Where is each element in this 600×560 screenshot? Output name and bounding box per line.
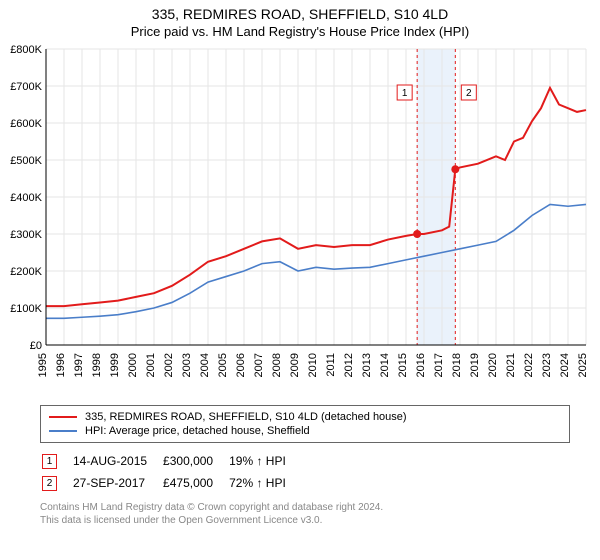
svg-text:2017: 2017	[433, 353, 445, 377]
legend-item: HPI: Average price, detached house, Shef…	[49, 424, 561, 438]
svg-text:£500K: £500K	[10, 155, 42, 167]
legend-swatch	[49, 416, 77, 418]
chart: £0 £100K £200K £300K £400K £500K £600K £700K £80…	[0, 41, 600, 401]
footer-line: Contains HM Land Registry data © Crown c…	[40, 501, 570, 514]
page: 335, REDMIRES ROAD, SHEFFIELD, S10 4LD P…	[0, 0, 600, 527]
event-date: 14-AUG-2015	[73, 451, 161, 471]
chart-svg: £0 £100K £200K £300K £400K £500K £600K £700K £80…	[0, 41, 600, 401]
events-table: 1 14-AUG-2015 £300,000 19% ↑ HPI 2 27-SE…	[40, 449, 302, 495]
svg-text:2002: 2002	[163, 353, 175, 377]
svg-text:2013: 2013	[361, 353, 373, 377]
event-delta: 19% ↑ HPI	[229, 451, 300, 471]
svg-text:2016: 2016	[415, 353, 427, 377]
svg-text:2019: 2019	[469, 353, 481, 377]
event-marker: 1	[42, 454, 57, 469]
legend-swatch	[49, 430, 77, 432]
svg-text:1999: 1999	[109, 353, 121, 377]
svg-text:£300K: £300K	[10, 229, 42, 241]
svg-text:£800K: £800K	[10, 44, 42, 56]
svg-text:2009: 2009	[289, 353, 301, 377]
svg-text:£200K: £200K	[10, 266, 42, 278]
svg-text:1997: 1997	[73, 353, 85, 377]
svg-text:2015: 2015	[397, 353, 409, 377]
svg-text:£600K: £600K	[10, 118, 42, 130]
event-date: 27-SEP-2017	[73, 473, 161, 493]
svg-text:2025: 2025	[577, 353, 589, 377]
svg-text:1: 1	[402, 88, 408, 99]
legend-label: HPI: Average price, detached house, Shef…	[85, 425, 310, 437]
title-address: 335, REDMIRES ROAD, SHEFFIELD, S10 4LD	[0, 6, 600, 22]
svg-text:2006: 2006	[235, 353, 247, 377]
svg-text:2010: 2010	[307, 353, 319, 377]
svg-text:2007: 2007	[253, 353, 265, 377]
title-subtitle: Price paid vs. HM Land Registry's House …	[0, 24, 600, 39]
svg-text:2003: 2003	[181, 353, 193, 377]
svg-text:1995: 1995	[37, 353, 49, 377]
event-row: 2 27-SEP-2017 £475,000 72% ↑ HPI	[42, 473, 300, 493]
event-delta: 72% ↑ HPI	[229, 473, 300, 493]
legend-label: 335, REDMIRES ROAD, SHEFFIELD, S10 4LD (…	[85, 411, 407, 423]
footer: Contains HM Land Registry data © Crown c…	[40, 501, 570, 527]
svg-text:2011: 2011	[325, 353, 337, 377]
svg-text:2014: 2014	[379, 353, 391, 377]
svg-text:2023: 2023	[541, 353, 553, 377]
svg-text:2018: 2018	[451, 353, 463, 377]
event-row: 1 14-AUG-2015 £300,000 19% ↑ HPI	[42, 451, 300, 471]
svg-text:1998: 1998	[91, 353, 103, 377]
svg-text:1996: 1996	[55, 353, 67, 377]
svg-text:2020: 2020	[487, 353, 499, 377]
svg-text:£0: £0	[30, 340, 42, 352]
title-block: 335, REDMIRES ROAD, SHEFFIELD, S10 4LD P…	[0, 0, 600, 41]
event-marker: 2	[42, 476, 57, 491]
svg-text:2012: 2012	[343, 353, 355, 377]
event-price: £475,000	[163, 473, 227, 493]
svg-text:2021: 2021	[505, 353, 517, 377]
svg-text:2001: 2001	[145, 353, 157, 377]
svg-text:£100K: £100K	[10, 303, 42, 315]
svg-text:2004: 2004	[199, 353, 211, 377]
svg-text:2008: 2008	[271, 353, 283, 377]
legend: 335, REDMIRES ROAD, SHEFFIELD, S10 4LD (…	[40, 405, 570, 443]
footer-line: This data is licensed under the Open Gov…	[40, 514, 570, 527]
svg-text:2000: 2000	[127, 353, 139, 377]
svg-text:£400K: £400K	[10, 192, 42, 204]
svg-text:2022: 2022	[523, 353, 535, 377]
svg-text:2024: 2024	[559, 353, 571, 377]
svg-text:£700K: £700K	[10, 81, 42, 93]
event-price: £300,000	[163, 451, 227, 471]
svg-text:2005: 2005	[217, 353, 229, 377]
legend-item: 335, REDMIRES ROAD, SHEFFIELD, S10 4LD (…	[49, 410, 561, 424]
svg-text:2: 2	[466, 88, 472, 99]
